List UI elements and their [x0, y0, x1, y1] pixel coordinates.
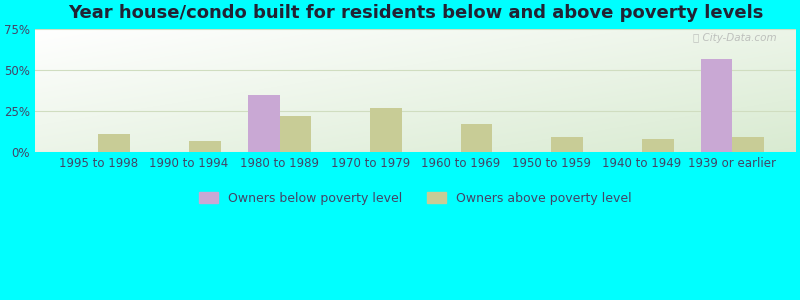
Text: Ⓣ City-Data.com: Ⓣ City-Data.com [693, 33, 777, 43]
Bar [642, 139, 674, 152]
Bar [248, 95, 279, 152]
Bar [551, 137, 583, 152]
Bar [461, 124, 493, 152]
Bar [98, 134, 130, 152]
Bar [189, 140, 221, 152]
Title: Year house/condo built for residents below and above poverty levels: Year house/condo built for residents bel… [68, 4, 763, 22]
Bar [701, 59, 733, 152]
Bar [370, 108, 402, 152]
Bar [279, 116, 311, 152]
Bar [733, 137, 764, 152]
Legend: Owners below poverty level, Owners above poverty level: Owners below poverty level, Owners above… [194, 187, 637, 209]
